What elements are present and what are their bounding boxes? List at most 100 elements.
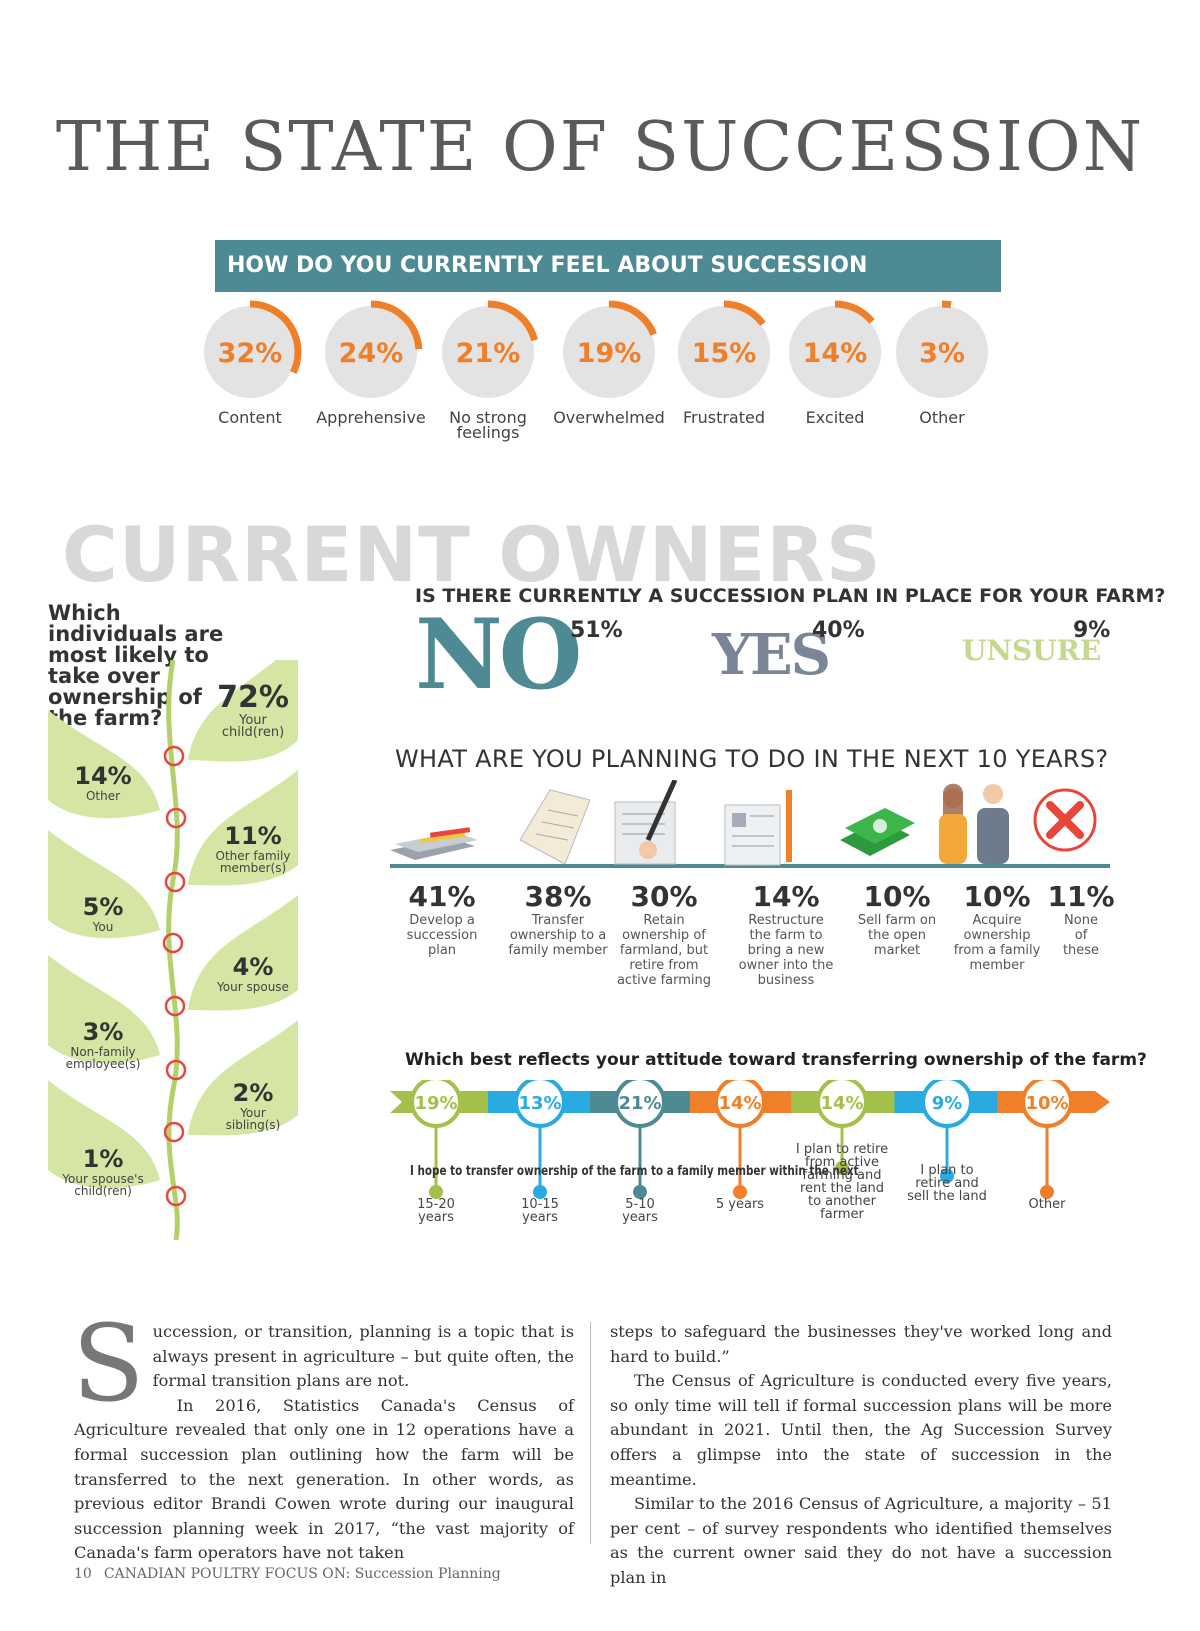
donut-percent: 21% <box>456 338 521 369</box>
feel-label: Apprehensive <box>316 408 426 427</box>
donut-arc <box>319 300 423 404</box>
timeline-dot <box>429 1185 443 1199</box>
page-number: 10 <box>74 1566 92 1582</box>
current-owners-heading: CURRENT OWNERS <box>62 510 882 599</box>
timeline-label: 10-15 years <box>521 1197 559 1225</box>
document-pen-icon <box>614 780 678 865</box>
feel-question: HOW DO YOU CURRENTLY FEEL ABOUT SUCCESSI… <box>215 240 1001 330</box>
donut-arc <box>783 300 887 404</box>
next10-item: 30% Retain ownership of farmland, but re… <box>616 880 712 988</box>
donut-percent: 24% <box>339 338 404 369</box>
timeline-arrow <box>1095 1091 1110 1113</box>
timeline-percent: 19% <box>414 1093 457 1114</box>
donut-arc <box>890 300 994 404</box>
timeline-percent: 9% <box>932 1093 963 1114</box>
who-item: 11% Other family member(s) <box>215 822 291 875</box>
feel-item: 21% No strong feelings <box>428 300 548 442</box>
timeline-percent: 14% <box>820 1093 863 1114</box>
who-item: 2% Your sibling(s) <box>225 1079 281 1132</box>
article-column-right: steps to safeguard the businesses they'v… <box>610 1320 1112 1591</box>
unsure-percent: 9% <box>1073 618 1111 643</box>
who-item: 1% Your spouse's child(ren) <box>62 1145 144 1198</box>
donut-background <box>789 306 881 398</box>
donut-percent: 19% <box>577 338 642 369</box>
timeline-node <box>921 1080 973 1128</box>
who-question: Which individuals are most likely to tak… <box>48 601 224 730</box>
feel-label: Overwhelmed <box>553 408 665 427</box>
leaf-sibling <box>188 1020 298 1136</box>
article-paragraph: The Census of Agriculture is conducted e… <box>610 1371 1112 1489</box>
yes-answer: YES <box>712 622 831 688</box>
donut-arc <box>198 300 302 404</box>
vine-illustration <box>48 660 298 1240</box>
feel-item: 24% Apprehensive <box>311 300 431 427</box>
article-paragraph: steps to safeguard the businesses they'v… <box>610 1322 1112 1366</box>
column-divider <box>590 1322 591 1544</box>
donut-arc <box>436 300 540 404</box>
leaf-you <box>48 830 160 939</box>
unsure-answer: UNSURE <box>962 634 1102 667</box>
article-paragraph: Similar to the 2016 Census of Agricultur… <box>610 1494 1112 1587</box>
feel-item: 3% Other <box>882 300 1002 426</box>
timeline-percent: 13% <box>518 1093 561 1114</box>
who-item: 3% Non-family employee(s) <box>65 1018 141 1071</box>
who-item: 4% Your spouse <box>217 953 289 994</box>
timeline-label: I plan to retire and sell the land <box>907 1163 987 1204</box>
contract-icon <box>519 789 591 865</box>
money-icon <box>840 808 915 856</box>
feel-label: Excited <box>805 408 865 427</box>
timeline-dot <box>633 1185 647 1199</box>
feel-item: 19% Overwhelmed <box>549 300 669 427</box>
next10-item: 10% Sell farm on the open market <box>857 880 937 958</box>
timeline-label: I plan to retire from active farming and… <box>795 1142 889 1222</box>
feel-donut: 32% <box>198 300 302 404</box>
next10-icons <box>390 780 1110 868</box>
page-title: THE STATE OF SUCCESSION <box>55 108 1145 187</box>
feel-item: 15% Frustrated <box>664 300 784 426</box>
timeline-dot <box>1040 1185 1054 1199</box>
none-x-icon <box>1033 788 1097 852</box>
timeline-node <box>714 1080 766 1128</box>
plan-in-place-question: IS THERE CURRENTLY A SUCCESSION PLAN IN … <box>415 585 1166 607</box>
attitude-timeline: 19% 13% 21% 14% 14% 9% 10% <box>390 1080 1110 1199</box>
donut-percent: 15% <box>692 338 757 369</box>
who-item: 72% Your child(ren) <box>217 680 289 740</box>
donut-arc <box>672 300 776 404</box>
timeline-dot <box>835 1161 849 1175</box>
attitude-hope-label: I hope to transfer ownership of the farm… <box>410 1164 859 1179</box>
feel-item: 14% Excited <box>775 300 895 427</box>
timeline-node <box>514 1080 566 1128</box>
next10-item: 41% Develop a succession plan <box>406 880 478 958</box>
donut-background <box>678 306 770 398</box>
timeline-dot <box>533 1185 547 1199</box>
leaf-children <box>188 660 298 762</box>
attitude-question: Which best reflects your attitude toward… <box>405 1050 1147 1070</box>
timeline-node <box>410 1080 462 1128</box>
next10-item: 38% Transfer ownership to a family membe… <box>508 880 608 958</box>
next10-question: WHAT ARE YOU PLANNING TO DO IN THE NEXT … <box>395 745 1109 773</box>
timeline-dot <box>940 1169 954 1183</box>
feel-label: No strong feelings <box>449 408 527 442</box>
feel-donut: 19% <box>557 300 661 404</box>
donut-percent: 32% <box>218 338 283 369</box>
donut-background <box>325 306 417 398</box>
timeline-label: 5 years <box>715 1197 765 1212</box>
leaf-other-family <box>188 770 298 886</box>
feel-donut: 15% <box>672 300 776 404</box>
article-paragraph: In 2016, Statistics Canada's Census of A… <box>74 1395 574 1563</box>
timeline-label: 15-20 years <box>417 1197 455 1225</box>
timeline-notch <box>390 1091 402 1113</box>
publication-name: CANADIAN POULTRY FOCUS ON: Succession Pl… <box>103 1566 501 1582</box>
feel-donut: 21% <box>436 300 540 404</box>
article-paragraph: uccession, or transition, planning is a … <box>152 1322 574 1391</box>
leaf-spouse-child <box>48 1080 160 1189</box>
timeline-label: Other <box>1028 1197 1066 1212</box>
feel-label: Content <box>218 408 282 427</box>
timeline-dot <box>733 1185 747 1199</box>
leaf-employee <box>48 955 160 1064</box>
feel-donut: 3% <box>890 300 994 404</box>
timeline-node <box>1021 1080 1073 1128</box>
donut-background <box>896 306 988 398</box>
feel-donut: 14% <box>783 300 887 404</box>
